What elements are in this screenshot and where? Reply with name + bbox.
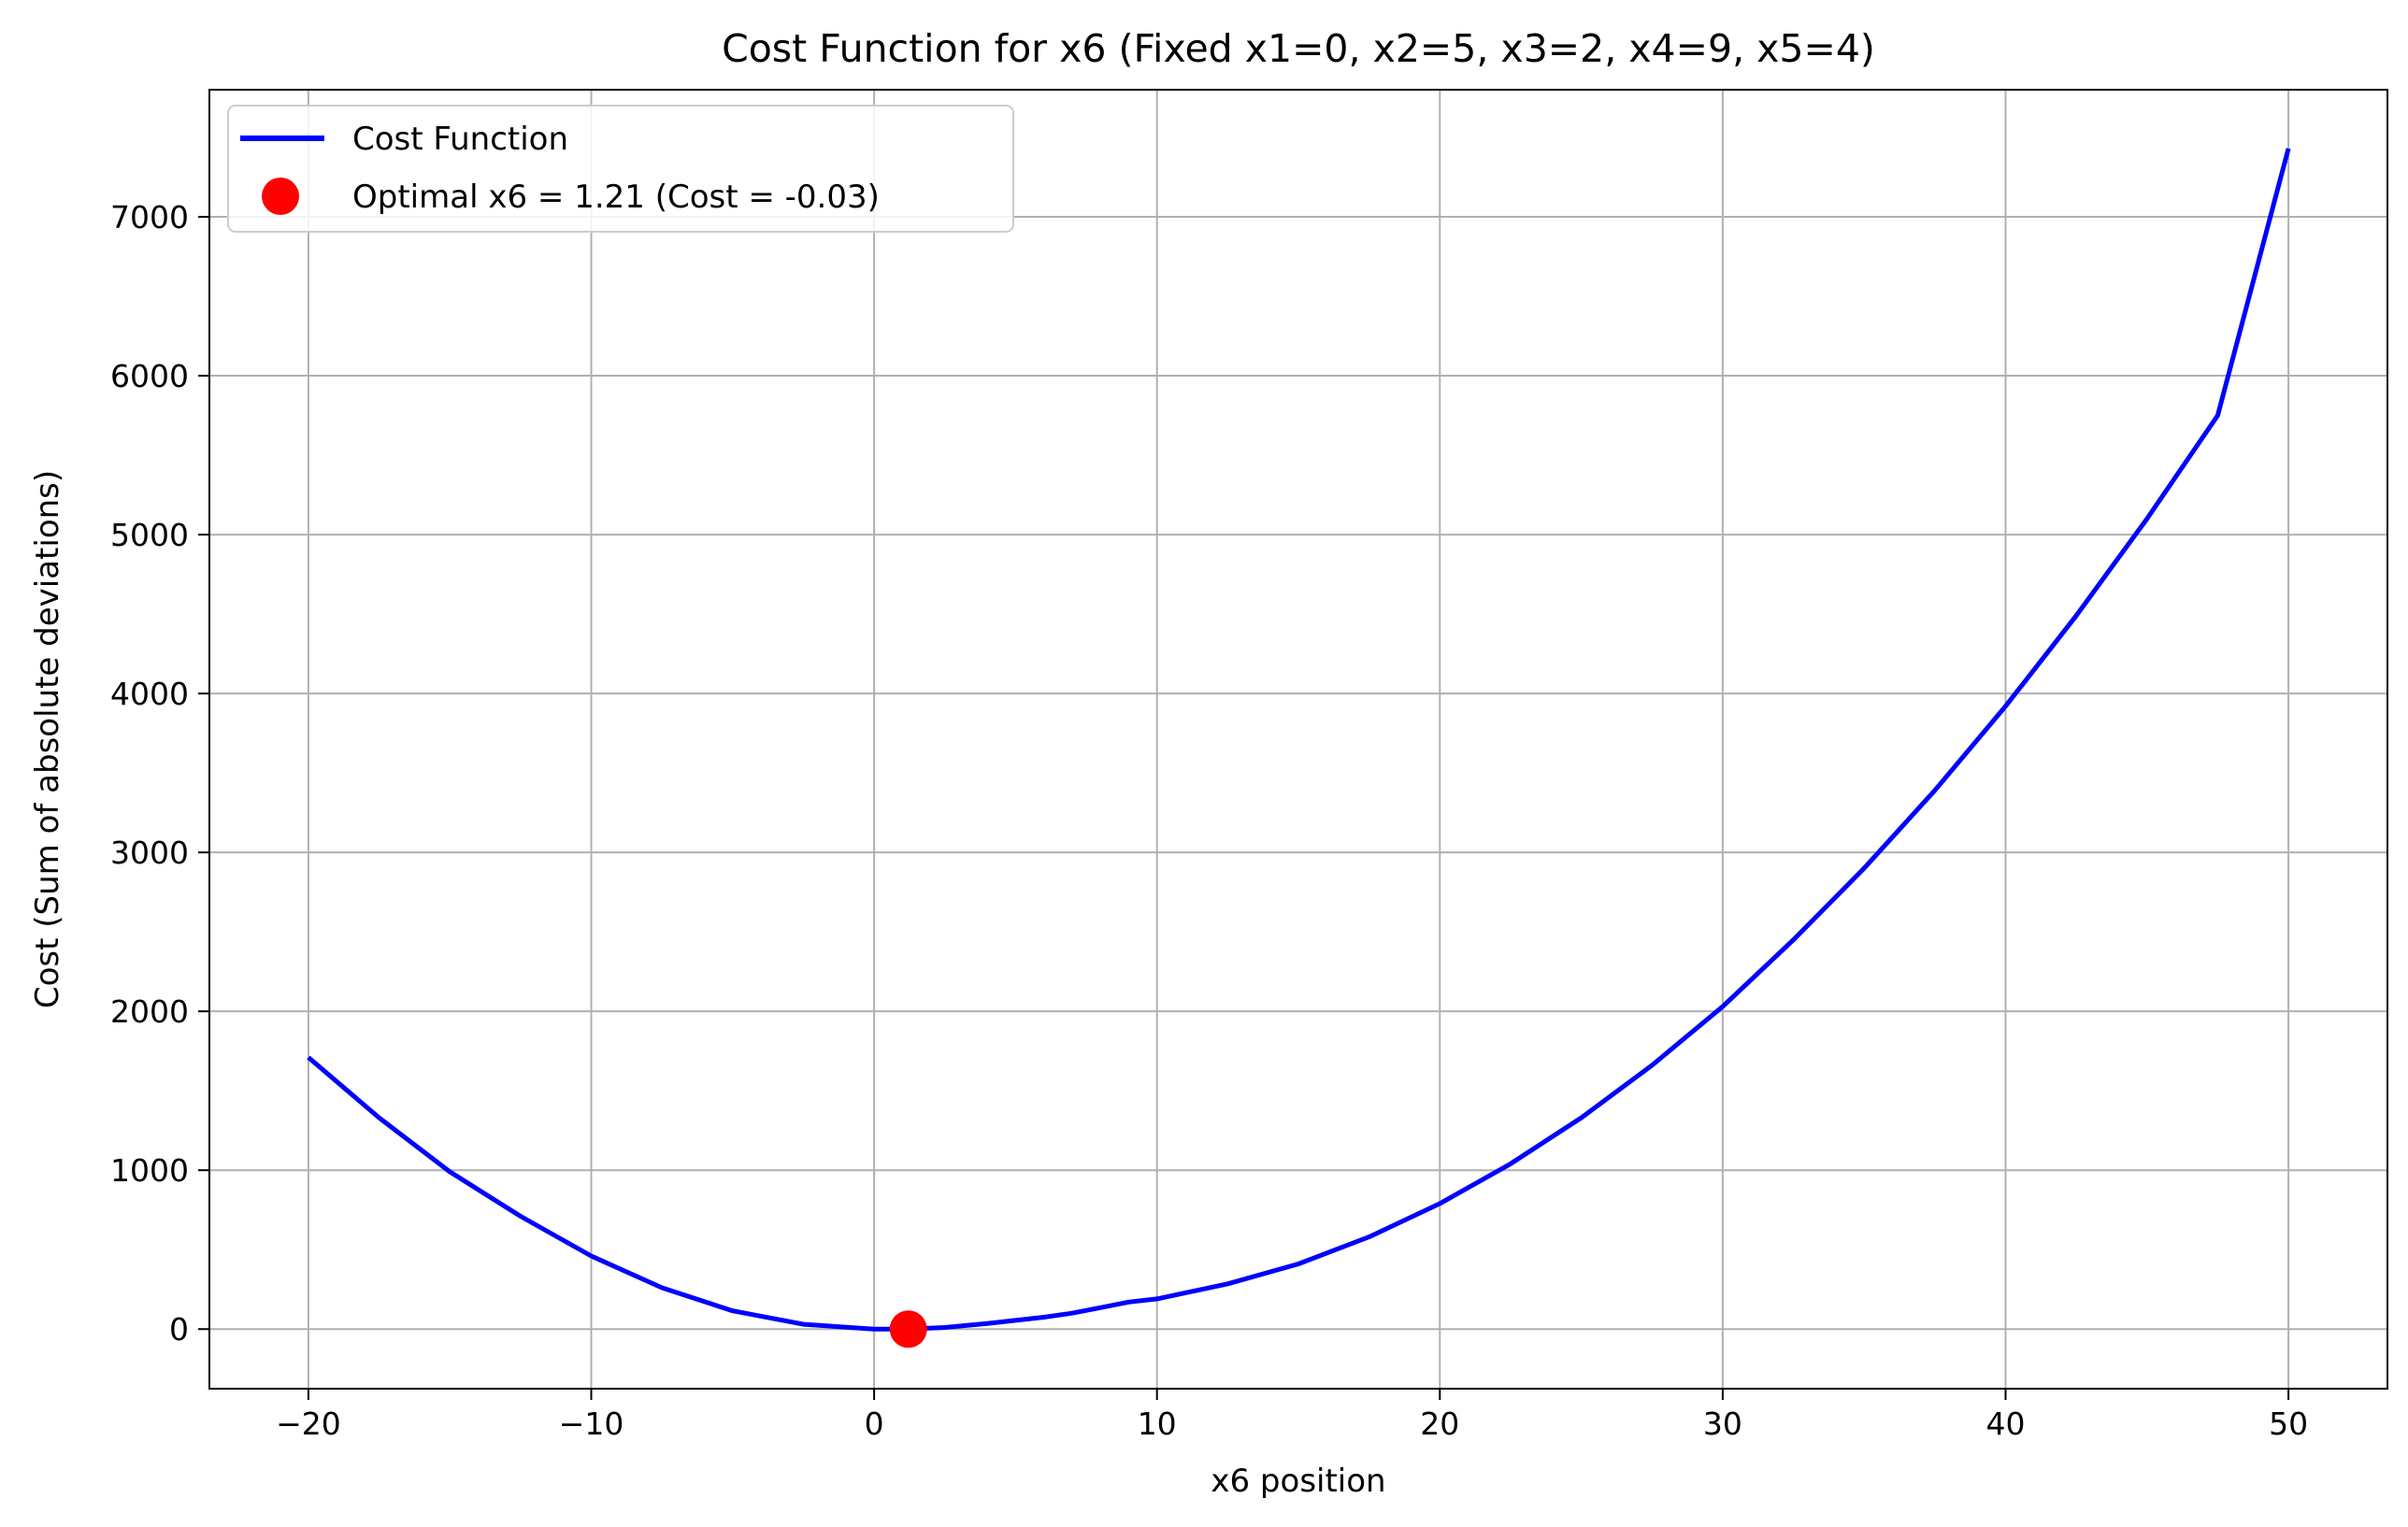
chart-title: Cost Function for x6 (Fixed x1=0, x2=5, … xyxy=(722,26,1875,71)
y-tick-label: 7000 xyxy=(110,199,189,235)
x-tick-label: −10 xyxy=(559,1406,624,1442)
x-tick-label: −20 xyxy=(276,1406,341,1442)
x-tick-label: 20 xyxy=(1420,1406,1459,1442)
axes-frame xyxy=(208,89,2388,1390)
optimal-point-marker xyxy=(889,1310,927,1349)
y-tick-label: 3000 xyxy=(110,835,189,871)
x-tick-label: 0 xyxy=(865,1406,884,1442)
x-tick-label: 30 xyxy=(1703,1406,1742,1442)
legend-label-cost-function: Cost Function xyxy=(352,121,568,158)
legend-label-optimal: Optimal x6 = 1.21 (Cost = -0.03) xyxy=(352,178,880,216)
y-tick-label: 5000 xyxy=(110,517,189,553)
y-tick-label: 1000 xyxy=(110,1152,189,1189)
y-axis-title: Cost (Sum of absolute deviations) xyxy=(29,470,66,1008)
y-tick-label: 4000 xyxy=(110,676,189,712)
tick-layer: −20 −10 0 10 20 30 40 50 0 1000 2000 3000 4000 5000 60… xyxy=(110,199,2308,1442)
x-tick-label: 50 xyxy=(2269,1406,2308,1442)
y-tick-label: 6000 xyxy=(110,358,189,394)
x-tick-label: 10 xyxy=(1138,1406,1177,1442)
y-tick-label: 0 xyxy=(169,1311,189,1348)
grid-lines xyxy=(209,90,2387,1389)
legend-marker-swatch xyxy=(262,178,299,215)
legend-box xyxy=(227,105,1014,233)
x-axis-title: x6 position xyxy=(1211,1463,1385,1500)
y-tick-label: 2000 xyxy=(110,993,189,1030)
legend: Cost Function Optimal x6 = 1.21 (Cost = … xyxy=(227,105,1014,233)
cost-function-line xyxy=(307,148,2291,1332)
x-tick-label: 40 xyxy=(1985,1406,2025,1442)
series-layer xyxy=(307,148,2291,1349)
